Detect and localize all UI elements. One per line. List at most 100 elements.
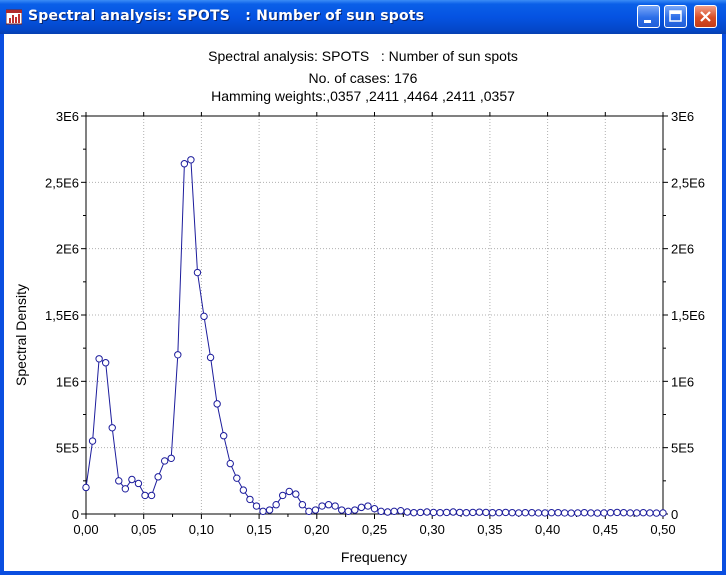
data-point <box>213 400 221 408</box>
data-point <box>410 508 418 517</box>
data-point <box>633 509 641 517</box>
x-tick-label: 0,35 <box>477 522 502 537</box>
spectral-chart: Spectral analysis: SPOTS : Number of sun… <box>13 48 705 565</box>
data-point <box>292 490 300 498</box>
x-tick-label: 0,20 <box>304 522 329 537</box>
data-point <box>180 160 189 168</box>
data-point <box>298 501 307 509</box>
x-tick-label: 0,15 <box>246 522 271 537</box>
y-tick-label-left: 2,5E6 <box>45 175 79 190</box>
data-point <box>560 509 569 517</box>
data-point <box>265 506 274 514</box>
data-point <box>397 506 405 515</box>
x-tick-label: 0,05 <box>131 522 156 537</box>
data-point <box>370 504 379 513</box>
data-point <box>318 502 326 510</box>
close-button[interactable] <box>694 5 717 28</box>
y-tick-label-right: 1E6 <box>671 374 694 389</box>
data-point <box>88 437 97 445</box>
data-point <box>639 508 648 517</box>
data-point <box>95 355 103 363</box>
data-point <box>239 486 248 494</box>
data-point <box>147 491 156 500</box>
data-point <box>246 495 254 504</box>
x-tick-label: 0,50 <box>650 522 675 537</box>
data-point <box>357 503 366 512</box>
data-point <box>488 508 497 517</box>
data-point <box>567 509 575 517</box>
data-point <box>593 509 602 517</box>
data-point <box>501 508 510 517</box>
data-point <box>226 459 234 468</box>
data-point <box>285 487 293 496</box>
data-point <box>462 508 471 517</box>
chart-subtitle-cases: No. of cases: 176 <box>309 70 418 86</box>
grid-layer <box>86 116 663 514</box>
data-point <box>416 508 425 517</box>
data-point <box>377 507 385 516</box>
data-point <box>101 359 110 367</box>
data-point <box>659 509 667 517</box>
data-point <box>606 508 615 517</box>
data-point <box>141 491 149 500</box>
chart-app-icon[interactable] <box>5 9 23 25</box>
x-axis-label: Frequency <box>341 549 407 565</box>
y-tick-label-left: 0 <box>72 507 79 522</box>
data-point <box>121 485 130 493</box>
y-tick-label-left: 1,5E6 <box>45 308 79 323</box>
series-layer <box>82 156 667 517</box>
data-point <box>403 508 411 516</box>
close-icon <box>700 11 711 22</box>
minimize-button[interactable] <box>637 5 660 28</box>
data-point <box>449 508 457 516</box>
data-point <box>305 507 313 516</box>
y-tick-label-right: 3E6 <box>671 109 694 124</box>
data-point <box>475 508 484 516</box>
y-tick-label-right: 5E5 <box>671 441 694 456</box>
x-tick-label: 0,10 <box>189 522 214 537</box>
maximize-button[interactable] <box>664 5 687 28</box>
data-point <box>187 156 195 164</box>
data-point <box>554 508 562 517</box>
y-tick-label-left: 3E6 <box>56 109 79 124</box>
data-point <box>259 507 267 516</box>
data-point <box>442 508 451 517</box>
y-tick-label-right: 2,5E6 <box>671 175 705 190</box>
data-point <box>311 506 320 514</box>
data-point <box>383 508 392 516</box>
data-point <box>652 509 661 517</box>
data-point <box>108 424 116 432</box>
data-point <box>456 508 464 517</box>
chart-subtitle-weights: Hamming weights:,0357 ,2411 ,4464 ,2411 … <box>211 88 515 104</box>
data-point <box>469 508 477 517</box>
data-point <box>521 508 530 517</box>
data-point <box>613 508 621 517</box>
data-point <box>619 508 628 517</box>
window-title: Spectral analysis: SPOTS : Number of sun… <box>28 8 425 24</box>
data-point <box>167 454 175 462</box>
data-point <box>495 508 503 517</box>
data-point <box>541 509 549 517</box>
data-point <box>128 475 136 484</box>
data-point <box>436 508 444 517</box>
maximize-icon <box>669 10 682 22</box>
data-point <box>482 508 490 517</box>
minimize-icon <box>644 20 651 23</box>
data-point <box>331 502 339 510</box>
data-point <box>174 351 182 359</box>
x-tick-label: 0,00 <box>73 522 98 537</box>
data-point <box>206 353 215 362</box>
data-point <box>115 477 123 485</box>
y-tick-label-left: 2E6 <box>56 242 79 257</box>
x-tick-label: 0,40 <box>535 522 560 537</box>
title-bar[interactable]: Spectral analysis: SPOTS : Number of sun… <box>0 0 726 34</box>
data-point <box>219 432 228 440</box>
data-point <box>160 457 169 465</box>
data-point <box>508 508 516 517</box>
x-tick-label: 0,30 <box>420 522 445 537</box>
data-point <box>574 509 582 517</box>
data-point <box>429 508 438 517</box>
data-point <box>515 509 523 517</box>
data-point <box>423 508 431 516</box>
y-tick-label-left: 5E5 <box>56 441 79 456</box>
